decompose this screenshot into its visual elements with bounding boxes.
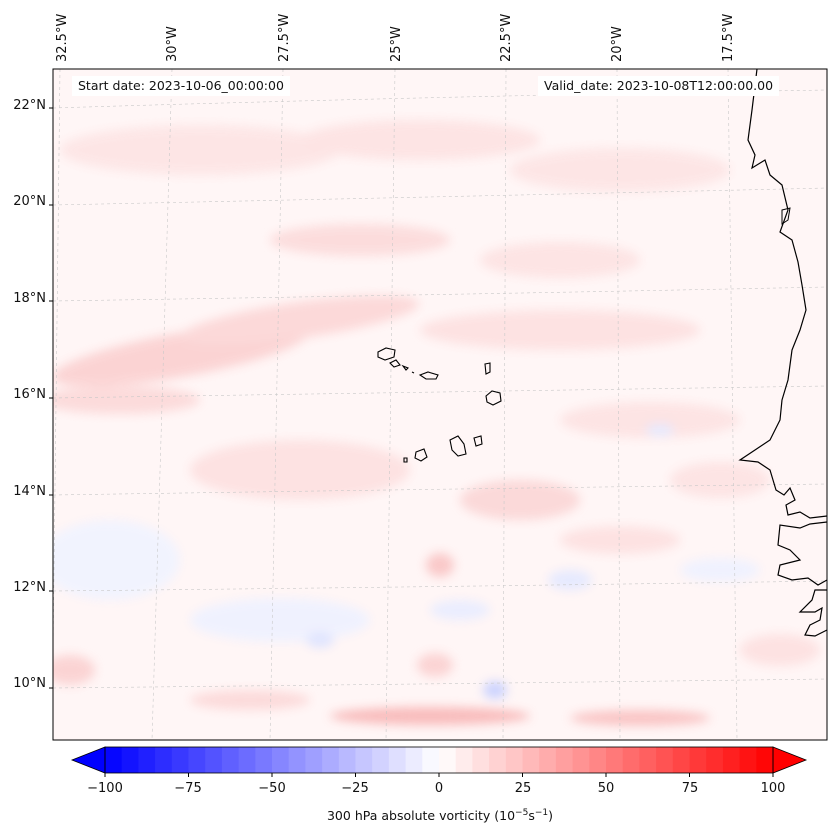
colorbar-segment	[539, 747, 557, 773]
colorbar-segment	[572, 747, 590, 773]
colorbar-tick: −25	[341, 781, 369, 796]
colorbar-segment	[221, 747, 240, 773]
coastline	[738, 69, 827, 519]
colorbar-segment	[355, 747, 373, 773]
colorbar-segment	[322, 747, 340, 773]
coastline	[777, 521, 827, 586]
lat-label: 22°N	[13, 98, 46, 113]
colorbar-segment	[639, 747, 657, 773]
colorbar-segment	[388, 747, 407, 773]
colorbar-segment	[188, 747, 206, 773]
colorbar-tick: 25	[514, 781, 532, 796]
colorbar-segment	[105, 747, 123, 773]
colorbar-segment	[522, 747, 540, 773]
colorbar	[70, 746, 808, 777]
colorbar-extend-high	[772, 746, 808, 774]
colorbar-tick: 100	[760, 781, 786, 796]
colorbar-segment	[338, 747, 356, 773]
colorbar-segment	[372, 747, 390, 773]
lat-label: 14°N	[13, 484, 46, 499]
colorbar-segment	[255, 747, 273, 773]
colorbar-segment	[672, 747, 690, 773]
colorbar-tick: 0	[434, 781, 444, 796]
colorbar-segment	[606, 747, 624, 773]
colorbar-segment	[589, 747, 607, 773]
colorbar-segment	[722, 747, 741, 773]
colorbar-label: 300 hPa absolute vorticity (10−5s−1)	[326, 808, 553, 824]
colorbar-segment	[422, 747, 440, 773]
colorbar-segment	[489, 747, 507, 773]
valid-date-label: Valid_date: 2023-10-08T12:00:00.00	[538, 76, 780, 96]
colorbar-segment	[138, 747, 156, 773]
colorbar-segment	[472, 747, 490, 773]
lat-label: 16°N	[13, 387, 46, 402]
colorbar-segment	[455, 747, 473, 773]
colorbar-segment	[272, 747, 290, 773]
cabo-verde-islands	[377, 347, 502, 463]
colorbar-segment	[238, 747, 256, 773]
colorbar-segment	[171, 747, 189, 773]
lat-label: 12°N	[13, 580, 46, 595]
coastline	[781, 207, 791, 225]
coastline	[798, 589, 827, 637]
colorbar-segment	[505, 747, 523, 773]
colorbar-extend-low	[70, 746, 106, 774]
colorbar-tick: −50	[258, 781, 286, 796]
lat-ticks	[49, 107, 53, 689]
colorbar-segment	[555, 747, 574, 773]
colorbar-segment	[656, 747, 674, 773]
colorbar-segment	[121, 747, 139, 773]
vorticity-field	[53, 120, 820, 726]
colorbar-segment	[756, 747, 774, 773]
colorbar-segment	[439, 747, 457, 773]
colorbar-segment	[205, 747, 223, 773]
colorbar-tick: 75	[681, 781, 699, 796]
colorbar-segment	[155, 747, 173, 773]
colorbar-segment	[405, 747, 423, 773]
colorbar-segment	[305, 747, 323, 773]
map-frame	[52, 68, 828, 741]
colorbar-segment	[288, 747, 306, 773]
colorbar-tick: −75	[174, 781, 202, 796]
colorbar-segment	[689, 747, 707, 773]
colorbar-segment	[706, 747, 724, 773]
colorbar-segment	[739, 747, 757, 773]
colorbar-tick: −100	[87, 781, 123, 796]
start-date-label: Start date: 2023-10-06_00:00:00	[72, 76, 290, 96]
colorbar-tick: 50	[597, 781, 615, 796]
lat-label: 10°N	[13, 676, 46, 691]
colorbar-segment	[622, 747, 640, 773]
lat-label: 20°N	[13, 194, 46, 209]
lat-label: 18°N	[13, 291, 46, 306]
